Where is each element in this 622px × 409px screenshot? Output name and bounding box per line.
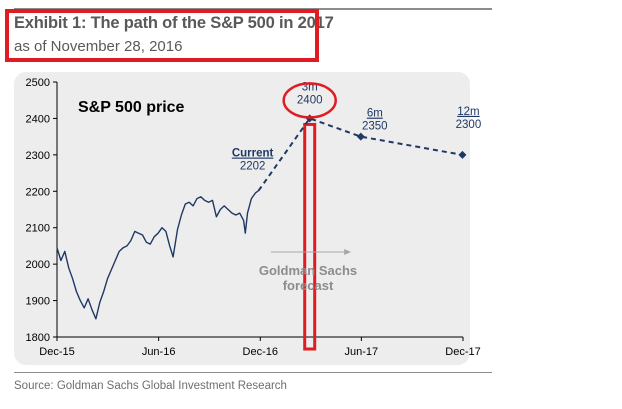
forecast-point-marker [458,150,467,159]
sp500-history-line [56,190,260,320]
y-tick-label: 1800 [26,332,50,344]
title-highlight-box [5,9,319,62]
x-tick-label: Jun-16 [142,346,176,358]
annotation-horizon-label: Current [232,148,274,160]
annotation-value-label: 2202 [240,161,266,173]
y-tick-label: 2300 [26,150,50,162]
annotation-value-label: 2300 [456,119,482,131]
exhibit-title: Exhibit 1: The path of the S&P 500 in 20… [14,14,334,32]
forecast-path-line [257,117,463,192]
highlight-ellipse [282,82,337,119]
x-tick-label: Dec-15 [39,346,74,358]
annotation-horizon-label: 6m [367,108,383,120]
source-note: Source: Goldman Sachs Global Investment … [14,380,287,392]
y-tick-label: 2400 [26,113,50,125]
annotation-value-label: 2350 [362,121,388,133]
forecast-point-marker [356,132,365,141]
annotation-horizon-label: 12m [457,106,479,118]
y-tick-label: 2200 [26,186,50,198]
exhibit-subtitle: as of November 28, 2016 [14,38,183,55]
chart-title: S&P 500 price [78,99,185,116]
bottom-rule [14,372,492,373]
forecast-arrow-head [344,249,352,255]
highlight-column [303,122,317,351]
y-tick-label: 2000 [26,259,50,271]
y-tick-label: 2100 [26,223,50,235]
y-tick-label: 2500 [26,77,50,89]
annotation-value-label: 2400 [297,94,323,106]
x-tick-label: Dec-16 [243,346,278,358]
x-tick-label: Jun-17 [345,346,379,358]
x-tick-label: Dec-17 [445,346,480,358]
y-tick-label: 1900 [26,296,50,308]
forecast-label-line: forecast [283,278,334,293]
forecast-label-line: Goldman Sachs [259,263,357,278]
